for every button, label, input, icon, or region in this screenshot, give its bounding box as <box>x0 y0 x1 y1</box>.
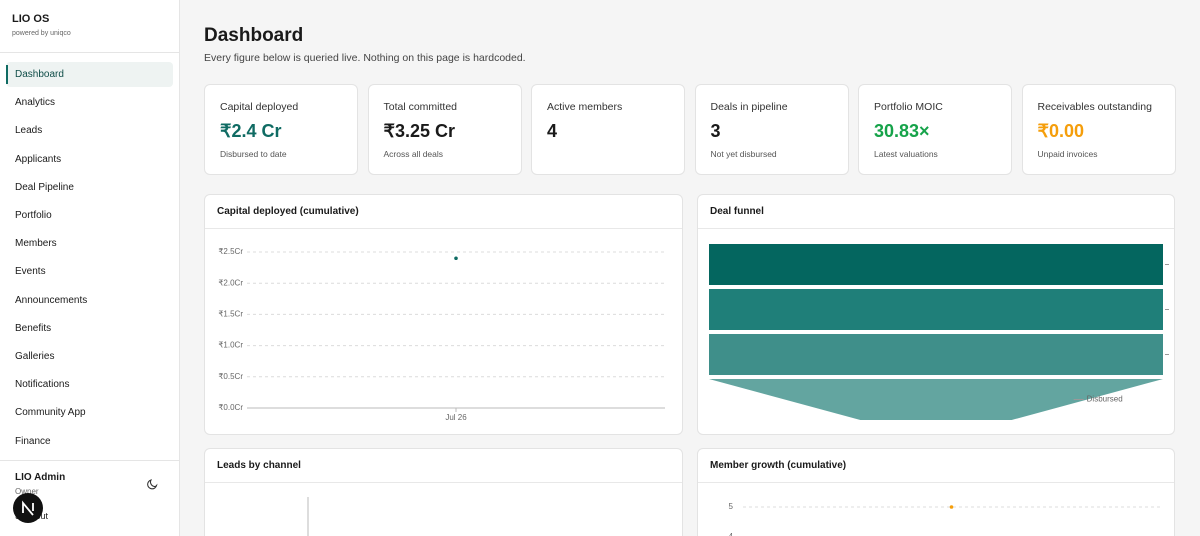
kpi-label: Total committed <box>383 101 458 113</box>
x-tick-label: Jul 26 <box>445 413 467 422</box>
theme-toggle[interactable] <box>146 477 160 491</box>
kpi-note: Across all deals <box>383 149 444 159</box>
nav-item[interactable]: Leads <box>15 125 43 137</box>
page-title: Dashboard <box>204 25 304 46</box>
nav-item[interactable]: Announcements <box>15 294 88 306</box>
user-name: LIO Admin <box>15 472 66 483</box>
kpi-label: Active members <box>547 101 623 113</box>
kpi-value: 4 <box>547 121 558 141</box>
nav-item[interactable]: Finance <box>15 435 51 447</box>
divider <box>0 52 179 53</box>
funnel-label: Disbursed <box>1087 395 1123 404</box>
user-role: Owner <box>15 487 39 496</box>
kpi-value: ₹2.4 Cr <box>220 121 282 141</box>
tagline: powered by uniqco <box>12 30 71 37</box>
card-divider <box>205 482 682 483</box>
kpi-value: 30.83× <box>874 121 930 141</box>
nav-item[interactable]: Events <box>15 266 46 278</box>
kpi-card: Deals in pipeline 3 Not yet disbursed <box>694 84 849 175</box>
kpi-label: Receivables outstanding <box>1037 101 1152 113</box>
divider <box>0 460 179 461</box>
kpi-value: ₹3.25 Cr <box>383 121 456 141</box>
chart-title: Leads by channel <box>217 460 301 471</box>
card-divider <box>698 228 1174 229</box>
kpi-note: Latest valuations <box>874 149 938 159</box>
nav-item[interactable]: Portfolio <box>15 210 52 221</box>
chart-card: Leads by channel <box>204 448 683 536</box>
y-tick-label: 4 <box>729 532 734 536</box>
nav-active-bg <box>6 62 173 87</box>
nav-item[interactable]: Notifications <box>15 379 70 391</box>
sidebar: LIO OS powered by uniqco LIO Admin Owner… <box>0 0 180 536</box>
kpi-card: Active members 4 <box>531 84 685 175</box>
chart-title: Member growth (cumulative) <box>710 460 847 471</box>
y-tick-label: ₹2.0Cr <box>218 278 243 287</box>
kpi-card: Portfolio MOIC 30.83× Latest valuations <box>858 84 1012 175</box>
kpi-card: Total committed ₹3.25 Cr Across all deals <box>367 84 522 175</box>
kpi-value: 3 <box>710 121 721 141</box>
nav-item[interactable]: Galleries <box>15 351 55 362</box>
nav-item[interactable]: Benefits <box>15 322 52 334</box>
chart-title: Capital deployed (cumulative) <box>217 206 359 217</box>
data-point <box>949 505 954 509</box>
kpi-card: Receivables outstanding ₹0.00 Unpaid invoi… <box>1021 84 1176 175</box>
card-divider <box>698 482 1174 483</box>
card-divider <box>205 228 682 229</box>
y-tick-label: ₹1.0Cr <box>218 341 243 350</box>
funnel-segment <box>709 289 1163 330</box>
kpi-label: Deals in pipeline <box>710 101 788 113</box>
chart-card: Member growth (cumulative) <box>697 448 1175 536</box>
data-point <box>454 256 458 261</box>
y-tick-label: ₹1.5Cr <box>218 310 243 319</box>
nav-item[interactable]: Analytics <box>15 97 56 109</box>
kpi-value: ₹0.00 <box>1037 121 1085 141</box>
kpi-label: Capital deployed <box>220 101 299 113</box>
nav-item[interactable]: Deal Pipeline <box>15 181 74 193</box>
y-tick-label: ₹0.5Cr <box>218 372 243 381</box>
kpi-note: Disbursed to date <box>220 149 287 159</box>
nav-active-bar <box>6 65 8 84</box>
funnel-segment <box>709 334 1163 375</box>
kpi-note: Unpaid invoices <box>1037 149 1098 159</box>
funnel-segment <box>709 379 1163 420</box>
y-tick-label: ₹0.0Cr <box>218 403 243 412</box>
kpi-label: Portfolio MOIC <box>874 101 943 113</box>
nav-item[interactable]: Members <box>15 238 57 250</box>
kpi-note: Not yet disbursed <box>710 149 777 159</box>
page-subtitle: Every figure below is queried live. Noth… <box>204 52 526 64</box>
kpi-card: Capital deployed ₹2.4 Cr Disbursed to date <box>204 84 358 175</box>
dev-badge[interactable] <box>13 493 43 523</box>
y-tick-label: 5 <box>729 502 734 511</box>
nav-item[interactable]: Dashboard <box>15 69 64 80</box>
chart-title: Deal funnel <box>710 206 764 217</box>
nav-item[interactable]: Community App <box>15 407 86 419</box>
funnel-segment <box>709 244 1163 285</box>
nav-item[interactable]: Applicants <box>15 153 62 165</box>
y-tick-label: ₹2.5Cr <box>218 247 243 256</box>
brand: LIO OS <box>12 13 50 25</box>
